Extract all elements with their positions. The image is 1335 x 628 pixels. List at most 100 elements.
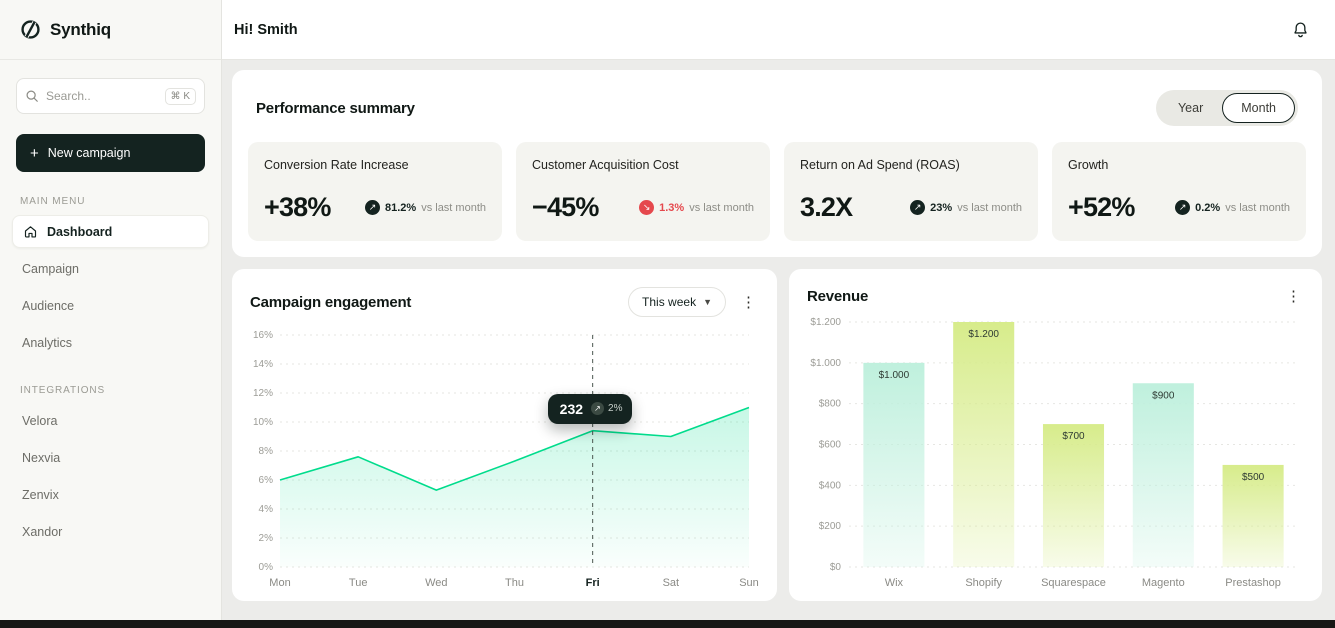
sidebar-item-label: Analytics	[22, 335, 73, 350]
bell-icon	[1292, 21, 1309, 39]
range-dropdown[interactable]: This week ▼	[628, 287, 726, 317]
svg-text:8%: 8%	[259, 446, 274, 457]
search-input[interactable]	[46, 89, 158, 103]
svg-text:$800: $800	[819, 399, 842, 410]
svg-text:$600: $600	[819, 440, 842, 451]
performance-title: Performance summary	[256, 99, 415, 117]
metric-value: +38%	[264, 192, 331, 222]
svg-text:$900: $900	[1152, 390, 1175, 401]
performance-summary-card: Performance summary Year Month Conversio…	[232, 70, 1322, 257]
metric-delta-suffix: vs last month	[689, 201, 754, 214]
sidebar-item-label: Nexvia	[22, 450, 61, 465]
arrow-up-circle-icon: ↗	[1175, 200, 1191, 215]
svg-text:Sat: Sat	[663, 577, 680, 589]
notifications-button[interactable]	[1288, 17, 1313, 43]
svg-text:Thu: Thu	[505, 577, 524, 589]
svg-text:2%: 2%	[259, 533, 274, 544]
search-box[interactable]: ⌘ K	[16, 78, 205, 114]
engagement-chart[interactable]: 0% 2% 4% 6% 8% 10% 12% 14% 16% Mon Tue Wed Thu Fri Sat…	[242, 321, 765, 598]
sidebar-item-nexvia[interactable]: Nexvia	[12, 441, 209, 474]
sidebar-item-xandor[interactable]: Xandor	[12, 515, 209, 548]
engagement-menu-button[interactable]: ⋮	[736, 293, 761, 312]
svg-text:$500: $500	[1242, 472, 1265, 483]
top-bar: Hi! Smith	[222, 0, 1335, 60]
svg-text:$0: $0	[830, 562, 842, 573]
sidebar-item-label: Velora	[22, 413, 58, 428]
engagement-title: Campaign engagement	[250, 293, 412, 311]
svg-text:0%: 0%	[259, 562, 274, 573]
svg-text:$700: $700	[1062, 431, 1085, 442]
metric-label: Growth	[1068, 158, 1109, 172]
section-title-integrations: INTEGRATIONS	[20, 385, 106, 396]
toggle-month[interactable]: Month	[1222, 93, 1295, 123]
svg-text:10%: 10%	[253, 417, 273, 428]
metric-delta: 23%	[930, 201, 953, 214]
greeting: Hi! Smith	[234, 21, 298, 38]
chart-tooltip: 232 ↗ 2%	[547, 393, 633, 424]
metric-delta: 81.2%	[384, 201, 417, 214]
plus-icon: +	[30, 144, 39, 162]
sidebar-item-label: Zenvix	[22, 487, 59, 502]
engagement-chart-svg: 0% 2% 4% 6% 8% 10% 12% 14% 16% Mon Tue Wed Thu Fri Sat…	[253, 330, 759, 589]
sidebar-item-audience[interactable]: Audience	[12, 289, 209, 322]
metric-label: Customer Acquisition Cost	[532, 158, 679, 172]
svg-text:Shopify: Shopify	[965, 577, 1002, 589]
svg-text:Wed: Wed	[425, 577, 447, 589]
new-campaign-button[interactable]: + New campaign	[16, 134, 205, 172]
app-title: Synthiq	[50, 19, 111, 39]
svg-text:Tue: Tue	[349, 577, 368, 589]
svg-text:12%: 12%	[253, 388, 273, 399]
sidebar-item-campaign[interactable]: Campaign	[12, 252, 209, 285]
sidebar-item-zenvix[interactable]: Zenvix	[12, 478, 209, 511]
svg-text:$400: $400	[819, 480, 842, 491]
metric-delta: 0.2%	[1195, 201, 1221, 214]
revenue-title: Revenue	[807, 288, 869, 305]
metric-delta-suffix: vs last month	[1225, 201, 1290, 214]
sidebar-item-analytics[interactable]: Analytics	[12, 326, 209, 359]
metric-cards: Conversion Rate Increase +38% ↗ 81.2% vs…	[248, 142, 1306, 241]
revenue-chart[interactable]: $0 $200 $400 $600 $800 $1.000 $1.200 $1.000 Wix $…	[799, 310, 1310, 598]
home-icon	[23, 224, 38, 239]
revenue-card: Revenue ⋮ $0 $200 $400 $600 $800 $1.000 $1.200…	[789, 269, 1322, 601]
sidebar-item-label: Dashboard	[47, 224, 113, 239]
metric-label: Return on Ad Spend (ROAS)	[800, 158, 960, 172]
main-area: Hi! Smith Performance summary Year Month	[222, 0, 1335, 620]
svg-text:$1.000: $1.000	[879, 370, 910, 381]
metric-value: 3.2X	[800, 192, 853, 222]
sidebar-item-label: Campaign	[22, 261, 79, 276]
sidebar-item-label: Xandor	[22, 524, 63, 539]
svg-text:$1.200: $1.200	[810, 317, 841, 328]
new-campaign-label: New campaign	[47, 146, 131, 160]
svg-text:4%: 4%	[259, 504, 274, 515]
svg-text:Prestashop: Prestashop	[1225, 577, 1281, 589]
svg-text:16%: 16%	[253, 330, 273, 341]
year-month-toggle: Year Month	[1155, 90, 1298, 126]
toggle-year[interactable]: Year	[1177, 101, 1204, 115]
bottom-bar	[0, 620, 1335, 628]
arrow-down-circle-icon: ↘	[639, 200, 655, 215]
svg-text:Magento: Magento	[1142, 577, 1185, 589]
svg-text:Sun: Sun	[739, 577, 759, 589]
metric-card-growth: Growth +52% ↗ 0.2% vs last month	[1052, 142, 1306, 241]
arrow-up-circle-icon: ↗	[910, 200, 926, 215]
metric-value: +52%	[1068, 192, 1135, 222]
logo-icon	[20, 19, 41, 40]
sidebar-item-dashboard[interactable]: Dashboard	[12, 215, 209, 248]
metric-card-roas: Return on Ad Spend (ROAS) 3.2X ↗ 23% vs …	[784, 142, 1038, 241]
svg-text:Mon: Mon	[269, 577, 290, 589]
arrow-up-circle-icon: ↗	[591, 402, 605, 416]
logo: Synthiq	[0, 0, 221, 60]
charts-row: Campaign engagement This week ▼ ⋮ 0% 2% 4%…	[232, 269, 1322, 601]
svg-text:14%: 14%	[253, 359, 273, 370]
svg-text:$1.200: $1.200	[968, 329, 999, 340]
revenue-chart-svg: $0 $200 $400 $600 $800 $1.000 $1.200 $1.000 Wix $…	[810, 317, 1298, 589]
revenue-menu-button[interactable]: ⋮	[1281, 287, 1306, 306]
sidebar-item-velora[interactable]: Velora	[12, 404, 209, 437]
metric-card-conversion: Conversion Rate Increase +38% ↗ 81.2% vs…	[248, 142, 502, 241]
metric-card-cac: Customer Acquisition Cost −45% ↘ 1.3% vs…	[516, 142, 770, 241]
chevron-down-icon: ▼	[703, 297, 712, 307]
metric-value: −45%	[532, 192, 599, 222]
section-title-main-menu: MAIN MENU	[20, 196, 86, 207]
metric-delta-suffix: vs last month	[957, 201, 1022, 214]
